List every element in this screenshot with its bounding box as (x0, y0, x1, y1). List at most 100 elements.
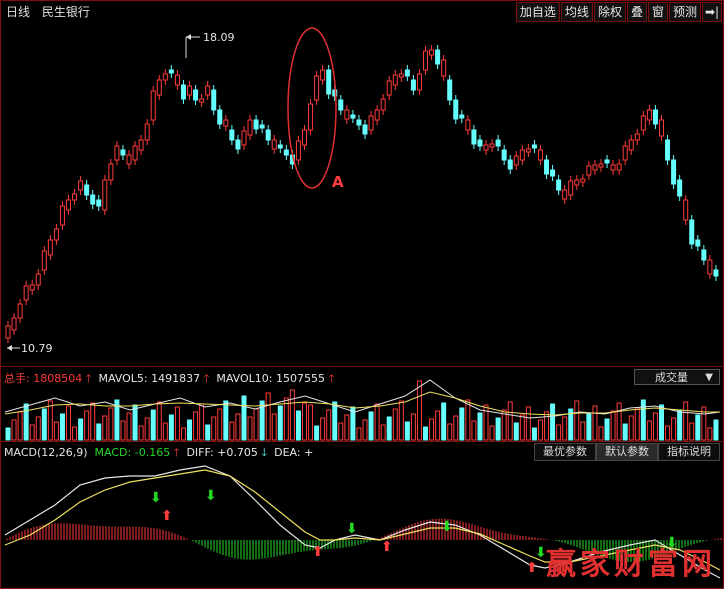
candle-body (646, 109, 652, 121)
total-volume-value: 1808504 (33, 372, 83, 385)
candle-body (23, 285, 29, 301)
candle-body (277, 144, 283, 149)
candle-body (253, 119, 259, 130)
candle-body (72, 193, 78, 201)
volume-bar (217, 408, 223, 441)
candle-body (580, 178, 586, 183)
volume-bar (423, 426, 429, 441)
overlay-button[interactable]: 叠 (626, 2, 647, 22)
volume-bar (241, 395, 247, 441)
candle-body (126, 154, 132, 165)
svg-text:⬆: ⬆ (381, 539, 393, 555)
volume-bar (362, 419, 368, 441)
macd-signal-arrows: ⬇ ⬆ ⬇ ⬆ ⬇ ⬆ ⬇ ⬆ ⬇ ⬇ (150, 488, 678, 576)
candle-body (677, 179, 683, 197)
volume-bar (435, 410, 441, 441)
candle-body (689, 219, 695, 245)
dea-label: DEA: (274, 446, 301, 459)
add-favorite-button[interactable]: 加自选 (515, 2, 560, 22)
candle-body (308, 103, 314, 131)
up-arrow-icon: 🡑 (85, 372, 92, 385)
volume-bar (271, 413, 277, 441)
volume-bar (501, 409, 507, 441)
ex-rights-button[interactable]: 除权 (593, 2, 626, 22)
candle-body (301, 129, 307, 146)
volume-bar (392, 408, 398, 441)
candle-body (477, 139, 483, 147)
candle-body (610, 164, 616, 171)
volume-bar (78, 418, 84, 441)
period-label[interactable]: 日线 (6, 5, 31, 19)
volume-bar (398, 400, 404, 441)
indicator-select[interactable]: 成交量 ▼ (634, 369, 720, 385)
candle-body (423, 50, 429, 71)
candle-body (416, 73, 422, 91)
macd-label: MACD: (94, 446, 132, 459)
candle-body (410, 79, 416, 91)
candle-body (634, 133, 640, 141)
candle-body (138, 139, 144, 151)
volume-bar (441, 402, 447, 441)
exit-icon[interactable]: ➡| (702, 2, 722, 22)
volume-bar (628, 415, 634, 441)
candle-body (574, 179, 580, 186)
toolbar: 加自选 均线 除权 叠 窗 预测 ➡| (515, 2, 722, 22)
volume-bar (11, 419, 17, 441)
volume-bar (658, 404, 664, 441)
volume-bar (537, 419, 543, 441)
volume-bar (326, 409, 332, 441)
candle-body (531, 144, 537, 149)
volume-bar (283, 397, 289, 441)
volume-bar (477, 412, 483, 441)
candle-body (380, 98, 386, 111)
candle-body (78, 180, 84, 191)
candle-body (392, 74, 398, 86)
price-volume-divider (0, 366, 722, 367)
volume-bar (253, 408, 259, 441)
candle-body (429, 49, 435, 56)
candle-body (114, 145, 120, 161)
volume-bar (120, 420, 126, 441)
candle-body (241, 130, 247, 146)
volume-bar (465, 399, 471, 441)
default-params-button[interactable]: 默认参数 (596, 443, 658, 461)
candle-body (265, 129, 271, 141)
up-arrow-icon: 🡑 (328, 372, 335, 385)
candle-body (156, 79, 162, 96)
forecast-button[interactable]: 预测 (668, 2, 701, 22)
candle-body (247, 119, 253, 136)
candle-body (447, 79, 453, 101)
volume-bar (144, 417, 150, 441)
volume-bar (205, 424, 211, 441)
candle-body (604, 159, 610, 164)
candle-body (568, 180, 574, 196)
volume-bar (592, 405, 598, 441)
candle-body (598, 163, 604, 168)
mavol5-value: 1491837 (151, 372, 201, 385)
volume-bar (156, 401, 162, 441)
candle-body (622, 145, 628, 161)
volume-bar (320, 417, 326, 441)
volume-bar (168, 414, 174, 441)
volume-bar (513, 422, 519, 441)
volume-bar (180, 427, 186, 441)
up-arrow-icon: 🡑 (173, 446, 180, 459)
window-button[interactable]: 窗 (647, 2, 668, 22)
volume-bar (671, 417, 677, 441)
candle-body (562, 189, 568, 200)
down-arrow-icon: 🡓 (261, 446, 268, 459)
candle-body (150, 90, 156, 121)
volume-bar (332, 401, 338, 441)
low-marker (7, 345, 20, 351)
candle-body (435, 49, 441, 65)
candle-body (53, 228, 59, 241)
candle-body (471, 129, 477, 145)
moving-average-button[interactable]: 均线 (560, 2, 593, 22)
chevron-down-icon: ▼ (705, 372, 713, 383)
volume-bar (41, 408, 47, 441)
volume-bar (356, 427, 362, 441)
volume-bar (368, 411, 374, 441)
optimal-params-button[interactable]: 最优参数 (534, 443, 596, 461)
candle-body (386, 80, 392, 96)
indicator-help-button[interactable]: 指标说明 (658, 443, 720, 461)
